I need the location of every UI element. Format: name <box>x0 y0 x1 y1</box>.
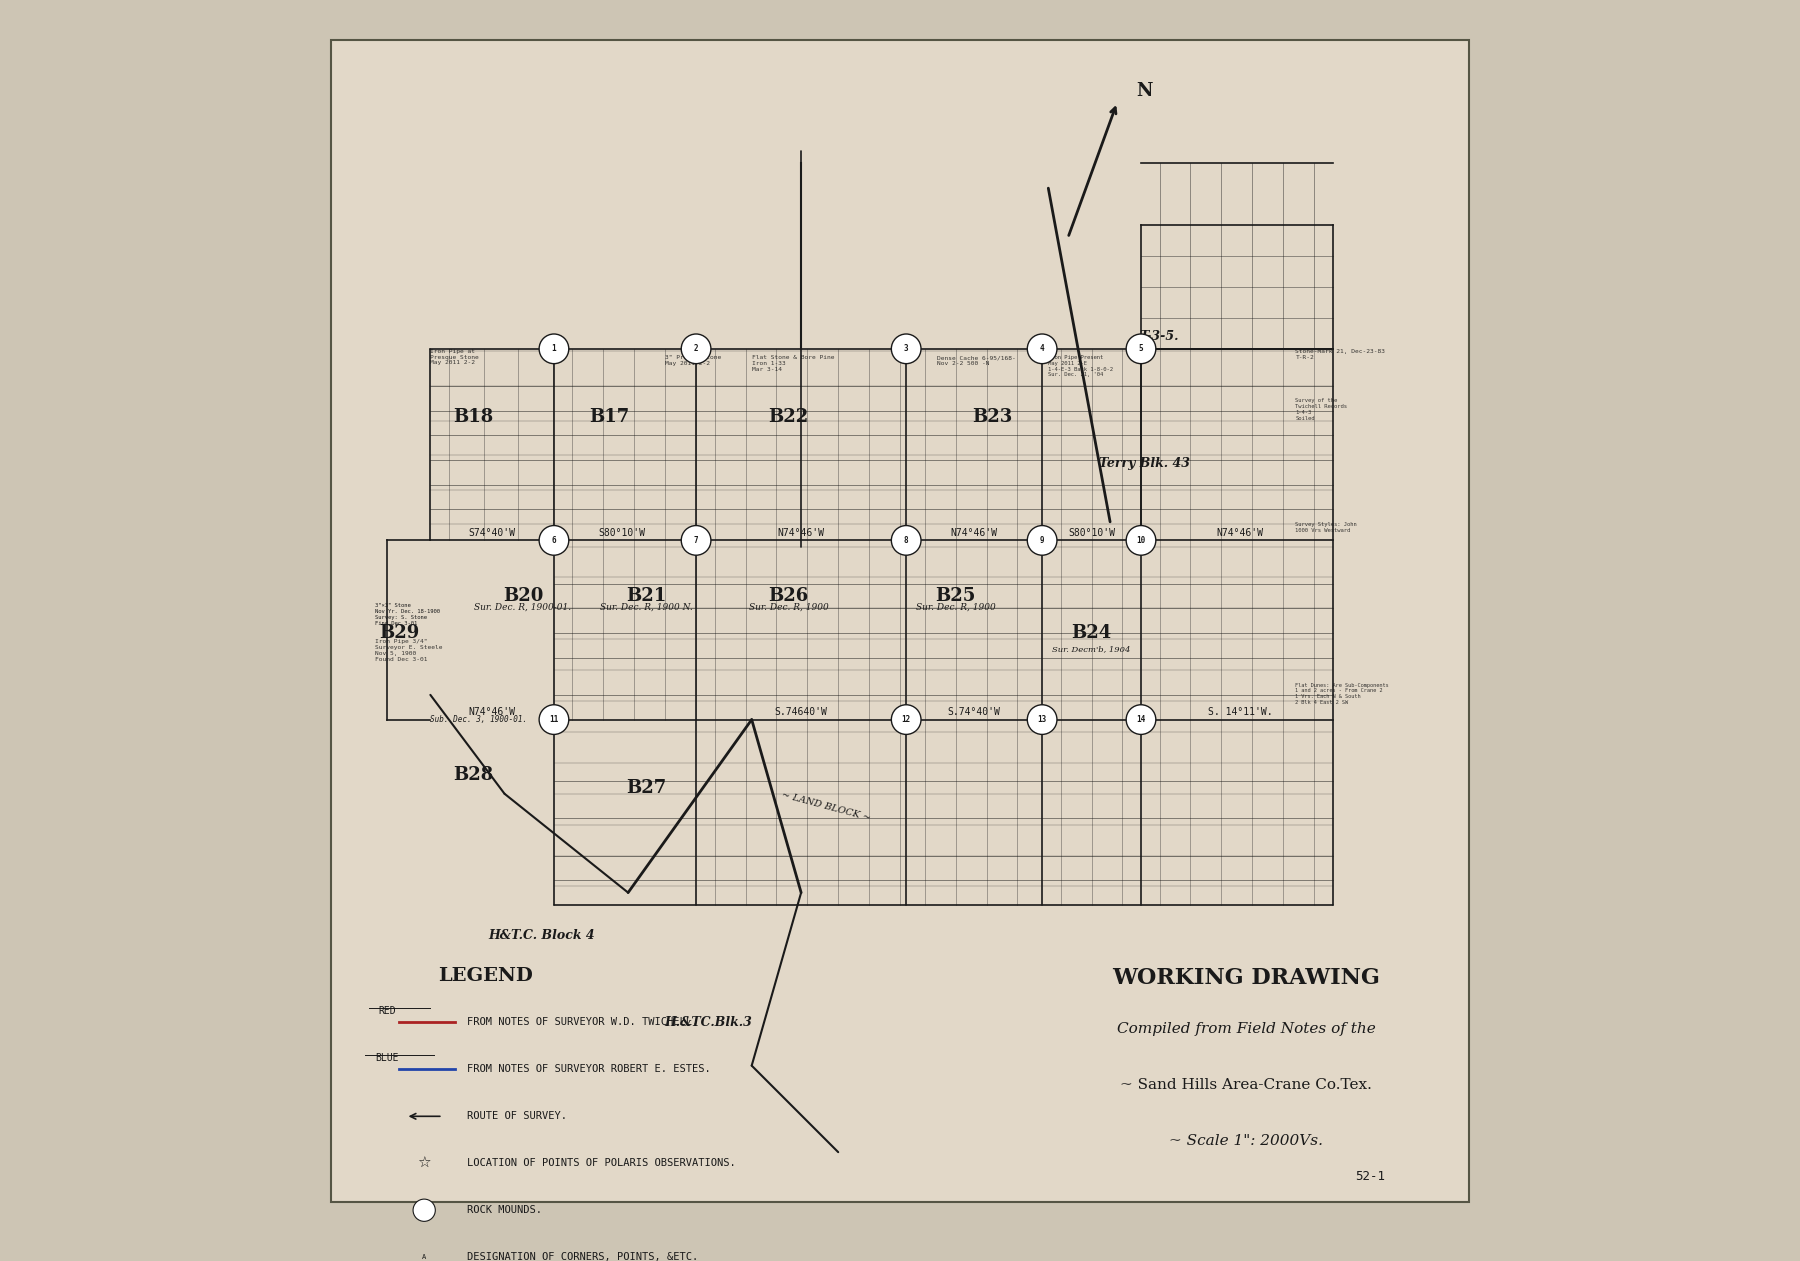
Circle shape <box>1028 334 1057 363</box>
Text: ~ Scale 1": 2000Vs.: ~ Scale 1": 2000Vs. <box>1168 1134 1323 1148</box>
Text: RED: RED <box>378 1006 396 1016</box>
Text: S.74°40'W: S.74°40'W <box>949 707 1001 718</box>
Text: 10: 10 <box>1136 536 1145 545</box>
Text: 7: 7 <box>693 536 698 545</box>
Text: 14: 14 <box>1136 715 1145 724</box>
Circle shape <box>1127 334 1156 363</box>
Text: B20: B20 <box>502 588 544 605</box>
Text: ROCK MOUNDS.: ROCK MOUNDS. <box>468 1206 542 1216</box>
Text: 11: 11 <box>549 715 558 724</box>
Text: 8: 8 <box>904 536 909 545</box>
Text: Flat Dunes: Are Sub-Components
1 and 2 acres - From Crane 2
1 Vrs. Each N & Sout: Flat Dunes: Are Sub-Components 1 and 2 a… <box>1296 682 1390 705</box>
Text: 2: 2 <box>693 344 698 353</box>
Text: 3: 3 <box>904 344 909 353</box>
Text: 4: 4 <box>1040 344 1044 353</box>
Text: A: A <box>421 1255 427 1260</box>
Text: Flat Stone & Bore Pine
Iron 1-33
Mar 3-14: Flat Stone & Bore Pine Iron 1-33 Mar 3-1… <box>752 356 833 372</box>
Text: T-3-5.: T-3-5. <box>1139 330 1179 343</box>
Circle shape <box>1028 526 1057 555</box>
Text: S80°10'W: S80°10'W <box>1067 528 1114 538</box>
Text: Sub. Dec. 3, 1900-01.: Sub. Dec. 3, 1900-01. <box>430 715 527 724</box>
Text: B22: B22 <box>769 407 808 426</box>
Text: FROM NOTES OF SURVEYOR ROBERT E. ESTES.: FROM NOTES OF SURVEYOR ROBERT E. ESTES. <box>468 1064 711 1074</box>
Circle shape <box>416 1248 432 1261</box>
Text: S80°10'W: S80°10'W <box>598 528 646 538</box>
Text: Stone-Mark 21, Dec-23-83
T-R-2: Stone-Mark 21, Dec-23-83 T-R-2 <box>1296 349 1386 359</box>
Text: 1: 1 <box>551 344 556 353</box>
Text: 12: 12 <box>902 715 911 724</box>
Text: S74°40'W: S74°40'W <box>468 528 515 538</box>
Text: B21: B21 <box>626 588 666 605</box>
Text: B25: B25 <box>936 588 976 605</box>
Text: Survey of the
Twichell Records
1-4-3
Soiled: Survey of the Twichell Records 1-4-3 Soi… <box>1296 398 1348 421</box>
Text: Sur. Dec. R, 1900: Sur. Dec. R, 1900 <box>916 603 995 612</box>
Text: Sur. Dec. R, 1900 N.: Sur. Dec. R, 1900 N. <box>599 603 693 612</box>
Circle shape <box>540 526 569 555</box>
Text: Survey Styles: John
1000 Vrs Westward: Survey Styles: John 1000 Vrs Westward <box>1296 522 1357 532</box>
Text: N74°46'W: N74°46'W <box>778 528 824 538</box>
Text: B27: B27 <box>626 778 666 797</box>
Circle shape <box>540 705 569 734</box>
Text: B26: B26 <box>769 588 808 605</box>
Text: B28: B28 <box>454 767 493 784</box>
Circle shape <box>1127 526 1156 555</box>
Text: 6: 6 <box>551 536 556 545</box>
Text: N74°46'W: N74°46'W <box>1217 528 1264 538</box>
Text: N74°46'W: N74°46'W <box>468 707 515 718</box>
Text: N: N <box>1136 82 1152 100</box>
Text: ~ LAND BLOCK ~: ~ LAND BLOCK ~ <box>781 789 871 822</box>
Text: 3"×3" Stone
Nov Yr. Dec. 18-1900
Survey: S. Stone
Find Dec 3-01: 3"×3" Stone Nov Yr. Dec. 18-1900 Survey:… <box>374 603 439 625</box>
Text: ROUTE OF SURVEY.: ROUTE OF SURVEY. <box>468 1111 567 1121</box>
Circle shape <box>409 1242 439 1261</box>
Circle shape <box>412 1199 436 1222</box>
Circle shape <box>540 334 569 363</box>
Text: Compiled from Field Notes of the: Compiled from Field Notes of the <box>1116 1023 1375 1037</box>
Text: FROM NOTES OF SURVEYOR W.D. TWICHELL.: FROM NOTES OF SURVEYOR W.D. TWICHELL. <box>468 1018 698 1028</box>
Text: LEGEND: LEGEND <box>439 967 533 985</box>
Text: 5: 5 <box>1139 344 1143 353</box>
FancyBboxPatch shape <box>331 40 1469 1202</box>
Text: B18: B18 <box>454 407 493 426</box>
Text: H&T.C. Block 4: H&T.C. Block 4 <box>488 929 596 942</box>
Text: Sur. Dec. R, 1900-01.: Sur. Dec. R, 1900-01. <box>475 603 572 612</box>
Circle shape <box>680 526 711 555</box>
Text: Iron Pipe 3/4"
Surveyor E. Steele
Nov 5, 1900
Found Dec 3-01: Iron Pipe 3/4" Surveyor E. Steele Nov 5,… <box>374 639 443 662</box>
Text: Sur. Dec. R, 1900: Sur. Dec. R, 1900 <box>749 603 828 612</box>
Text: DESIGNATION OF CORNERS, POINTS, &ETC.: DESIGNATION OF CORNERS, POINTS, &ETC. <box>468 1252 698 1261</box>
Circle shape <box>891 334 922 363</box>
Text: 3" Presqu Stone
May 2011 2-2: 3" Presqu Stone May 2011 2-2 <box>666 356 722 366</box>
Text: Sur. Decm'b, 1904: Sur. Decm'b, 1904 <box>1053 646 1130 653</box>
Circle shape <box>891 526 922 555</box>
Text: 9: 9 <box>1040 536 1044 545</box>
Circle shape <box>1127 705 1156 734</box>
Text: LOCATION OF POINTS OF POLARIS OBSERVATIONS.: LOCATION OF POINTS OF POLARIS OBSERVATIO… <box>468 1159 736 1168</box>
Text: S.74640'W: S.74640'W <box>774 707 828 718</box>
Text: Dense Cache 6-95/168-
Nov 2-2 500 -N: Dense Cache 6-95/168- Nov 2-2 500 -N <box>938 356 1015 366</box>
Text: H.&TC.Blk.3: H.&TC.Blk.3 <box>664 1016 752 1029</box>
Text: S. 14°11'W.: S. 14°11'W. <box>1208 707 1273 718</box>
Text: B24: B24 <box>1071 624 1112 642</box>
Text: Terry Blk. 43: Terry Blk. 43 <box>1100 458 1190 470</box>
Text: 13: 13 <box>1037 715 1048 724</box>
Text: N74°46'W: N74°46'W <box>950 528 997 538</box>
Text: Iron Pipe at
Presque Stone
May 2011 2-2: Iron Pipe at Presque Stone May 2011 2-2 <box>430 349 479 366</box>
Text: Iron Pipe Present
May 2011 2-E
1-4-E-3 Back 1-8-0-2
Sur. Dec. 21, '04: Iron Pipe Present May 2011 2-E 1-4-E-3 B… <box>1048 356 1114 377</box>
Text: B17: B17 <box>589 407 630 426</box>
Text: ☆: ☆ <box>418 1156 430 1170</box>
Circle shape <box>891 705 922 734</box>
Text: B23: B23 <box>972 407 1013 426</box>
Text: BLUE: BLUE <box>376 1053 400 1063</box>
Text: 52-1: 52-1 <box>1355 1170 1384 1183</box>
Text: WORKING DRAWING: WORKING DRAWING <box>1112 967 1381 989</box>
Text: ~ Sand Hills Area-Crane Co.Tex.: ~ Sand Hills Area-Crane Co.Tex. <box>1120 1078 1372 1092</box>
Circle shape <box>1028 705 1057 734</box>
Circle shape <box>680 334 711 363</box>
Text: B29: B29 <box>380 624 419 642</box>
